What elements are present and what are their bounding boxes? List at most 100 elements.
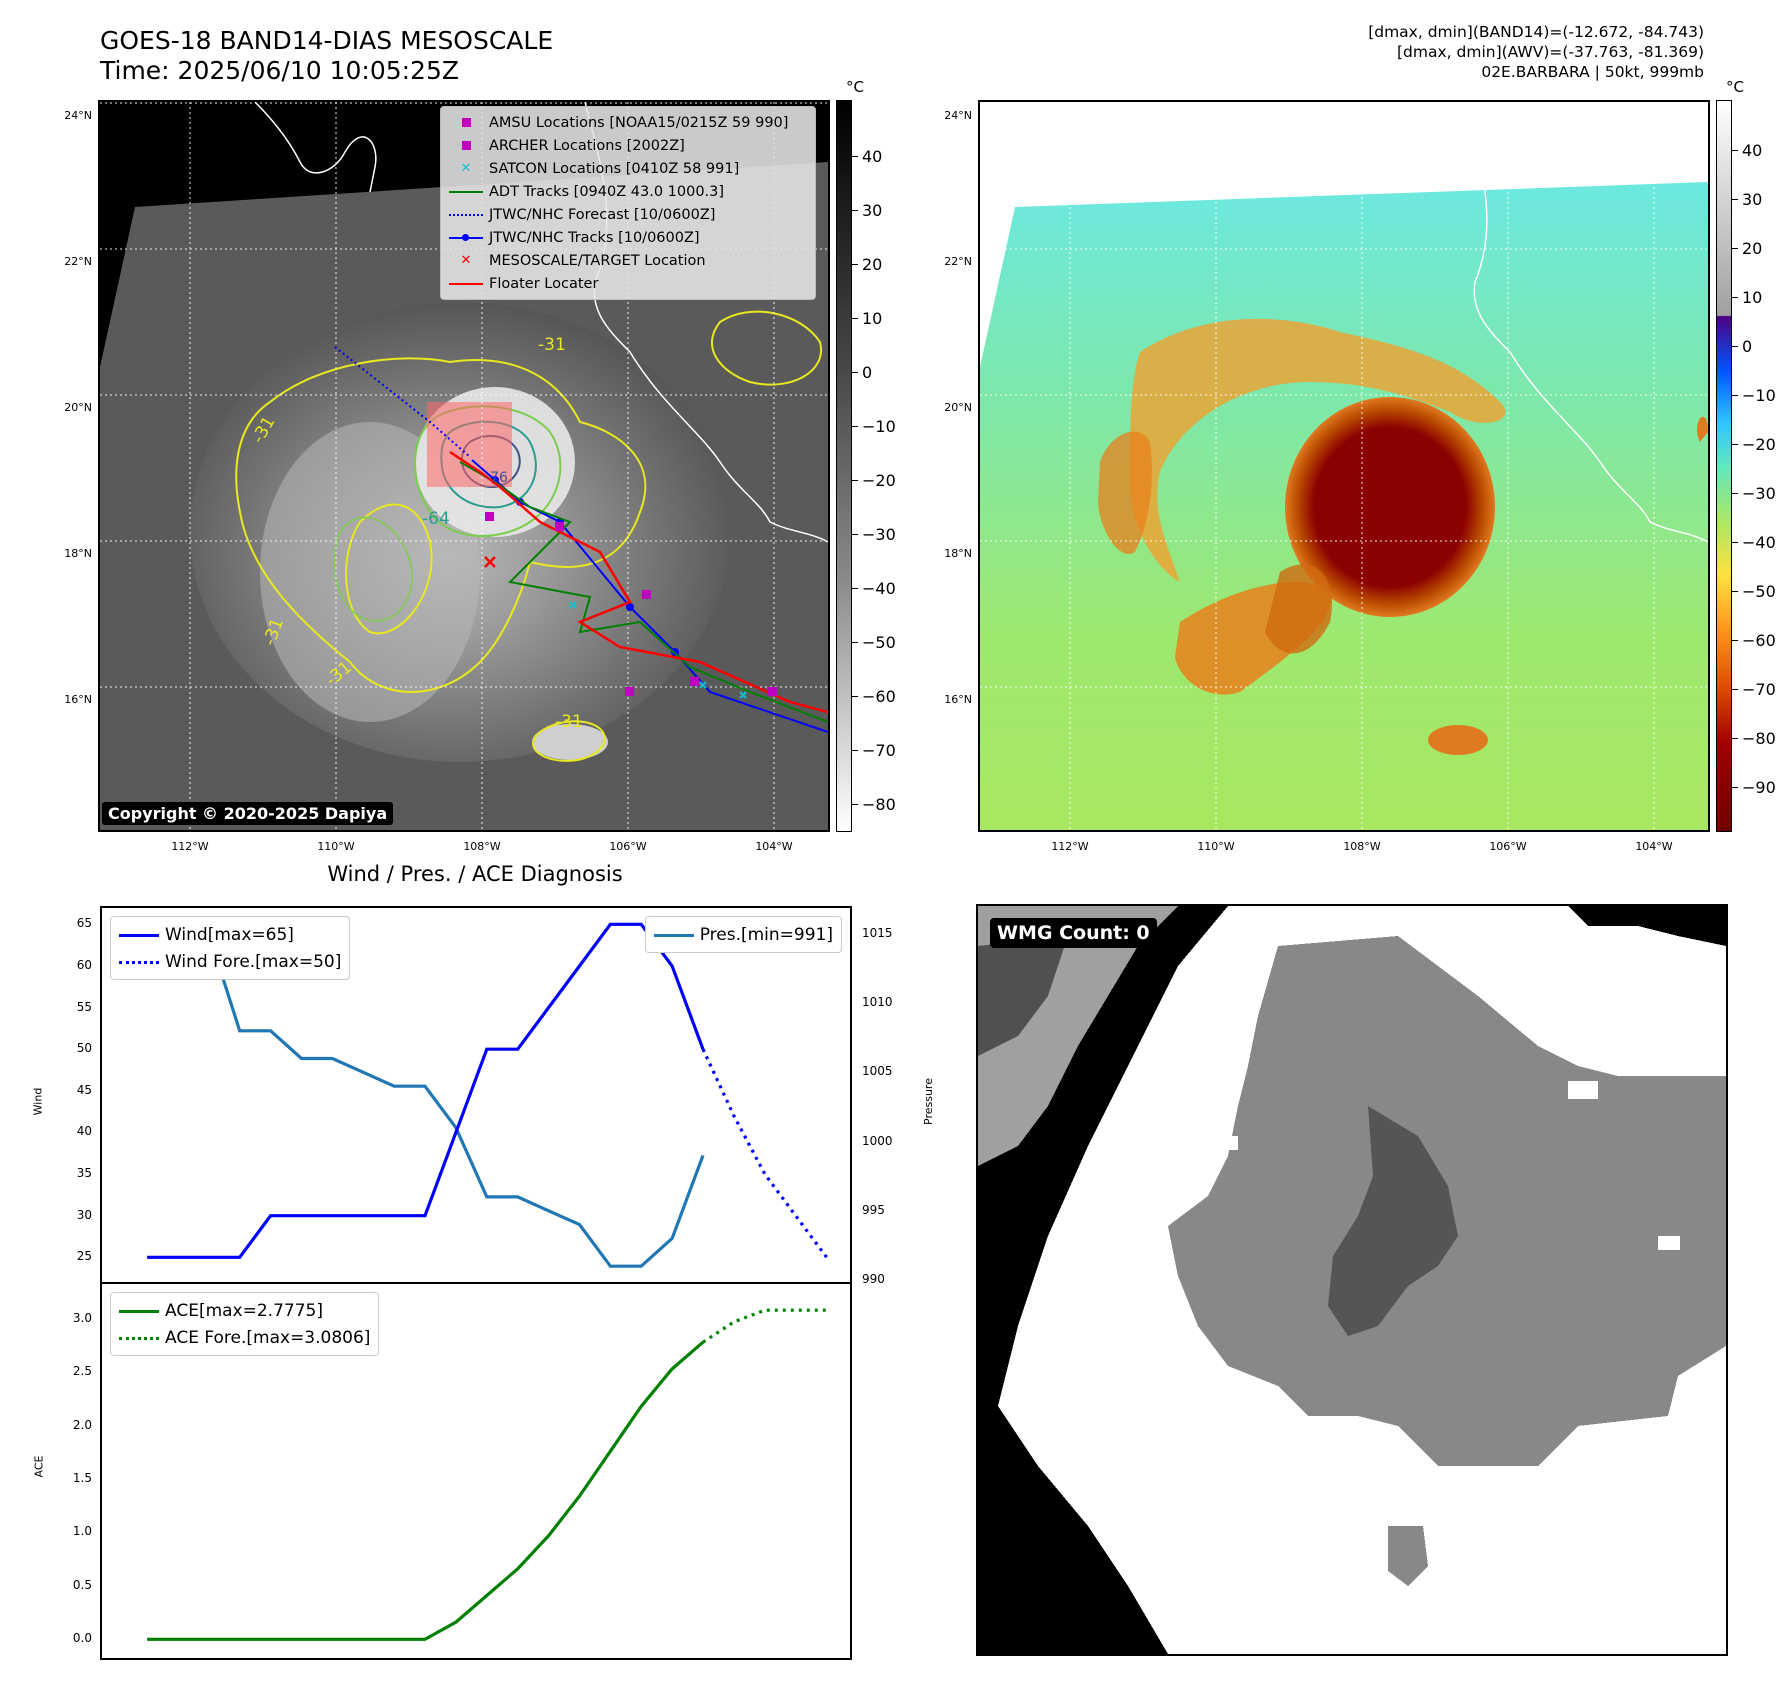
lon-label: 108°W	[463, 840, 501, 853]
wmg-dark-core	[1328, 1106, 1458, 1336]
colorbar-tick: 10	[851, 309, 883, 328]
lon-label: 112°W	[1051, 840, 1089, 853]
square-marker-icon	[449, 139, 483, 153]
isolated-cell-color	[1428, 725, 1488, 755]
y-tick-label: 25	[76, 1249, 92, 1264]
stats-block: [dmax, dmin](BAND14)=(-12.672, -84.743) …	[1368, 22, 1704, 82]
legend-label: AMSU Locations [NOAA15/0215Z 59 990]	[489, 114, 789, 131]
legend-label: JTWC/NHC Forecast [10/0600Z]	[489, 206, 716, 223]
diagnosis-title: Wind / Pres. / ACE Diagnosis	[327, 862, 623, 886]
wind-pressure-chart: Wind[max=65] Wind Fore.[max=50] Pres.[mi…	[100, 906, 852, 1284]
lat-label: 22°N	[944, 255, 972, 268]
legend-ace-forecast: ACE Fore.[max=3.0806]	[119, 1324, 370, 1351]
coastline-baja	[254, 102, 377, 193]
colorbar-tick: 10	[1731, 288, 1763, 307]
x-marker-icon: ✕	[460, 160, 472, 176]
legend-label: Floater Locater	[489, 275, 599, 292]
satcon-locations	[569, 601, 747, 699]
wmg-svg	[978, 906, 1726, 1654]
legend-target: ✕ MESOSCALE/TARGET Location	[449, 249, 807, 272]
y-tick-label: 65	[76, 916, 92, 931]
jtwc-forecast-track	[334, 346, 471, 458]
gray-colorbar	[836, 100, 852, 832]
lon-label: 104°W	[1635, 840, 1673, 853]
lat-label: 24°N	[64, 109, 92, 122]
color-map-svg	[980, 102, 1708, 830]
lat-label: 16°N	[64, 693, 92, 706]
floater-box	[427, 402, 512, 487]
ace-line	[147, 1340, 705, 1641]
legend-label: ADT Tracks [0940Z 43.0 1000.3]	[489, 183, 725, 200]
lat-label: 18°N	[64, 547, 92, 560]
dotted-line-icon	[119, 955, 159, 969]
y-tick-label: 55	[76, 999, 92, 1014]
legend-floater: Floater Locater	[449, 272, 807, 295]
color-map-grid	[980, 102, 1708, 830]
contour-31	[235, 357, 647, 693]
y-tick-label: 35	[76, 1166, 92, 1181]
colorbar-tick: −80	[1732, 729, 1776, 748]
legend-satcon: ✕ SATCON Locations [0410Z 58 991]	[449, 157, 807, 180]
y-tick-label: 990	[862, 1272, 885, 1286]
legend-label: ARCHER Locations [2002Z]	[489, 137, 685, 154]
floater-track	[449, 450, 828, 714]
line-icon	[119, 928, 159, 942]
ace-svg	[147, 1308, 827, 1641]
colorbar-tick: −50	[852, 633, 896, 652]
colorbar-tick: 30	[851, 201, 883, 220]
colorbar-tick: −40	[1732, 533, 1776, 552]
map-legend: AMSU Locations [NOAA15/0215Z 59 990] ARC…	[440, 106, 816, 300]
title-line2: Time: 2025/06/10 10:05:25Z	[100, 56, 459, 85]
colorbar-tick: 20	[1731, 239, 1763, 258]
ace-chart: ACE[max=2.7775] ACE Fore.[max=3.0806]	[100, 1282, 852, 1660]
contour-label: -64	[422, 509, 450, 529]
colorbar-tick: −20	[1732, 435, 1776, 454]
lon-label: 106°W	[609, 840, 647, 853]
line-icon	[449, 277, 483, 291]
legend-label: Wind[max=65]	[165, 924, 294, 945]
colorbar-tick: 20	[851, 255, 883, 274]
coastline-mexico	[1464, 102, 1708, 543]
adt-track	[459, 461, 828, 723]
y-tick-label: 1010	[862, 995, 893, 1010]
colorbar-unit: °C	[1726, 78, 1744, 96]
lon-label: 108°W	[1343, 840, 1381, 853]
legend-label: Wind Fore.[max=50]	[165, 951, 342, 972]
colorbar-tick: 40	[1731, 141, 1763, 160]
colorbar-tick: 0	[1731, 337, 1753, 356]
contour-50b	[333, 516, 413, 622]
y-tick-label: 1015	[862, 925, 893, 940]
contour-label: -76	[485, 470, 508, 486]
colorbar-tick: −80	[852, 795, 896, 814]
y-tick-label: 1005	[862, 1064, 893, 1079]
line-icon	[653, 928, 694, 942]
legend-pressure: Pres.[min=991]	[653, 921, 833, 948]
lon-label: 104°W	[755, 840, 793, 853]
lat-label: 16°N	[944, 693, 972, 706]
wind-forecast-line	[701, 1048, 828, 1259]
colorbar-tick: −10	[852, 417, 896, 436]
colorbar-tick: −30	[852, 525, 896, 544]
figure-title: GOES-18 BAND14-DIAS MESOSCALE Time: 2025…	[100, 26, 553, 86]
y-tick-label: 0.0	[72, 1631, 92, 1646]
legend-label: SATCON Locations [0410Z 58 991]	[489, 160, 740, 177]
dotted-line-icon	[119, 1331, 159, 1345]
legend-amsu: AMSU Locations [NOAA15/0215Z 59 990]	[449, 111, 807, 134]
line-icon	[449, 185, 483, 199]
cdo	[1285, 397, 1495, 617]
colorbar-tick: 0	[851, 363, 873, 382]
legend-label: MESOSCALE/TARGET Location	[489, 252, 706, 269]
y-tick-label: 995	[862, 1202, 885, 1217]
x-marker-icon: ✕	[460, 252, 472, 268]
colorbar-tick: −60	[1732, 631, 1776, 650]
legend-wind: Wind[max=65]	[119, 921, 341, 948]
wind-pressure-svg	[147, 922, 828, 1268]
lat-label: 18°N	[944, 547, 972, 560]
y-tick-label: 2.5	[72, 1364, 92, 1379]
pressure-legend: Pres.[min=991]	[644, 916, 842, 953]
line-dot-icon	[449, 231, 483, 245]
y-tick-label: 1.5	[72, 1471, 92, 1485]
lon-label: 112°W	[171, 840, 209, 853]
outer-rainband	[1130, 318, 1506, 582]
pressure-ylabel: Pressure	[921, 1078, 935, 1125]
